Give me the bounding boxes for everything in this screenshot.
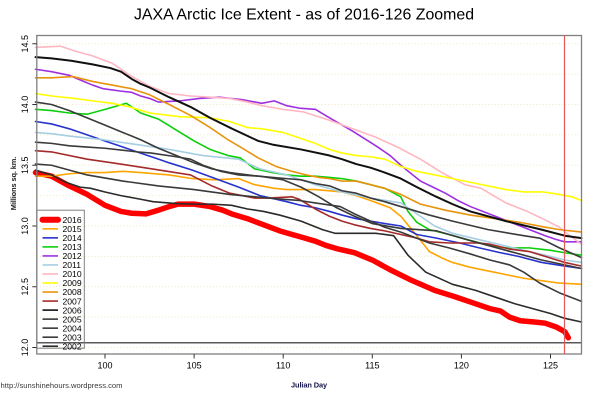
svg-text:2003: 2003 bbox=[63, 332, 82, 342]
svg-text:14.0: 14.0 bbox=[20, 96, 30, 114]
svg-text:2010: 2010 bbox=[63, 269, 82, 279]
svg-text:12.0: 12.0 bbox=[20, 339, 30, 357]
svg-text:2016: 2016 bbox=[63, 215, 82, 225]
svg-text:2004: 2004 bbox=[63, 323, 82, 333]
svg-text:105: 105 bbox=[187, 361, 202, 371]
svg-text:120: 120 bbox=[454, 361, 469, 371]
svg-text:Julian Day: Julian Day bbox=[291, 380, 328, 389]
svg-text:Millions sq. km.: Millions sq. km. bbox=[9, 157, 18, 210]
svg-text:2011: 2011 bbox=[63, 260, 82, 270]
svg-text:2015: 2015 bbox=[63, 224, 82, 234]
svg-text:125: 125 bbox=[543, 361, 558, 371]
svg-text:2007: 2007 bbox=[63, 296, 82, 306]
svg-text:2013: 2013 bbox=[63, 242, 82, 252]
svg-text:13.5: 13.5 bbox=[20, 156, 30, 174]
svg-text:2012: 2012 bbox=[63, 251, 82, 261]
svg-text:2008: 2008 bbox=[63, 287, 82, 297]
svg-text:2002: 2002 bbox=[63, 341, 82, 351]
svg-text:2009: 2009 bbox=[63, 278, 82, 288]
svg-text:115: 115 bbox=[365, 361, 379, 371]
svg-text:110: 110 bbox=[276, 361, 290, 371]
svg-text:JAXA Arctic Ice Extent - as of: JAXA Arctic Ice Extent - as of 2016-126 … bbox=[134, 7, 474, 24]
svg-text:http://sunshinehours.wordpress: http://sunshinehours.wordpress.com bbox=[1, 381, 123, 390]
svg-text:2014: 2014 bbox=[63, 233, 82, 243]
svg-text:12.5: 12.5 bbox=[20, 278, 30, 296]
svg-text:2006: 2006 bbox=[63, 305, 82, 315]
svg-text:100: 100 bbox=[97, 361, 112, 371]
svg-text:14.5: 14.5 bbox=[20, 35, 30, 53]
svg-text:2005: 2005 bbox=[63, 314, 82, 324]
svg-text:13.0: 13.0 bbox=[20, 217, 30, 235]
